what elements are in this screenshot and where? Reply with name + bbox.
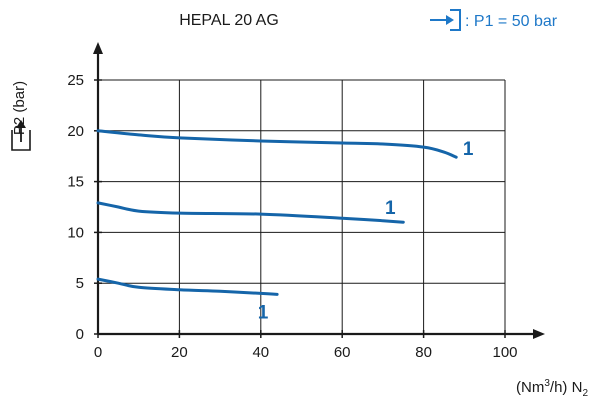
legend-label: : P1 = 50 bar xyxy=(465,13,558,30)
x-tick-labels: 0 20 40 60 80 100 xyxy=(94,344,518,361)
y-tick-label-0: 0 xyxy=(76,326,84,343)
x-axis-title: (Nm3/h) N2 xyxy=(516,378,588,396)
curve-0 xyxy=(96,129,458,159)
curve-label-2: 1 xyxy=(258,302,269,323)
x-tick-label-5: 100 xyxy=(492,344,517,361)
x-tick-label-1: 20 xyxy=(171,344,188,361)
curve-label-0: 1 xyxy=(463,139,474,160)
outlet-arrow-icon xyxy=(11,120,31,151)
x-tick-label-4: 80 xyxy=(415,344,432,361)
x-axis-title-prefix: (Nm xyxy=(516,379,544,396)
x-axis-arrow xyxy=(533,329,545,339)
y-tick-label-1: 5 xyxy=(76,275,84,292)
y-axis-label: P2 (bar) xyxy=(11,81,31,151)
curve-labels: 1 1 1 xyxy=(258,139,474,323)
legend: : P1 = 50 bar xyxy=(430,9,558,31)
y-axis-title: P2 (bar) xyxy=(11,81,28,135)
x-axis-title-sub: 2 xyxy=(582,388,588,396)
curve-2 xyxy=(96,277,279,296)
inlet-arrow-icon xyxy=(430,9,461,31)
x-tick-label-2: 40 xyxy=(252,344,269,361)
y-tick-label-3: 15 xyxy=(67,174,84,191)
x-tick-label-3: 60 xyxy=(334,344,351,361)
curve-1 xyxy=(96,201,405,224)
y-tick-label-4: 20 xyxy=(67,123,84,140)
x-tick-label-0: 0 xyxy=(94,344,102,361)
y-tick-labels: 0 5 10 15 20 25 xyxy=(67,72,84,343)
x-axis-title-mid: /h) N xyxy=(550,379,583,396)
grid xyxy=(98,79,506,334)
curves xyxy=(96,129,458,296)
y-tick-label-2: 10 xyxy=(67,224,84,241)
y-tick-label-5: 25 xyxy=(67,72,84,89)
x-axis-title-sup: 3 xyxy=(544,378,550,389)
curve-label-1: 1 xyxy=(385,198,396,219)
chart-title: HEPAL 20 AG xyxy=(179,12,279,29)
axes xyxy=(93,42,545,339)
y-axis-arrow xyxy=(93,42,103,54)
